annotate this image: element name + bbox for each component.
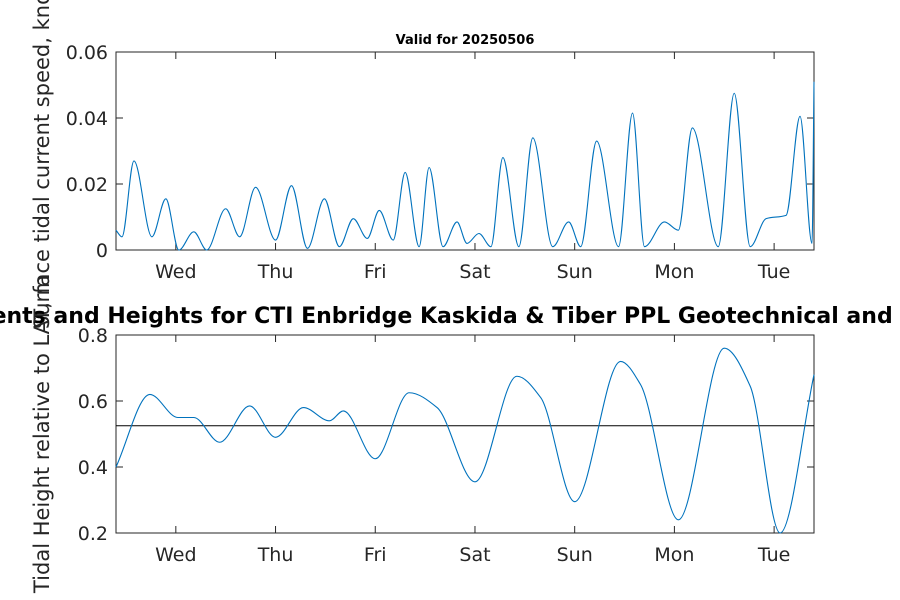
tidal-height-panel: Tidal Currents and Heights for CTI Enbri…	[0, 275, 900, 594]
current-plot-frame	[115, 51, 815, 251]
height-x-tick-label: Sun	[557, 544, 593, 566]
height-x-tick-label: Mon	[654, 544, 694, 566]
current-x-tick-label: Wed	[155, 261, 196, 283]
height-x-tick-label: Sat	[459, 544, 490, 566]
main-chart-title: Tidal Currents and Heights for CTI Enbri…	[0, 304, 900, 329]
current-x-ticks: Wed Thu Fri Sat Sun Mon Tue	[155, 52, 790, 283]
current-y-tick-label: 0	[96, 240, 108, 262]
height-y-ticks: 0.2 0.4 0.6 0.8	[78, 325, 814, 545]
height-y-tick-label: 0.8	[78, 325, 108, 347]
current-chart-title: Valid for 20250506	[396, 33, 535, 48]
height-x-tick-label: Wed	[155, 544, 196, 566]
current-x-tick-label: Fri	[364, 261, 387, 283]
height-y-axis-label: Tidal Height relative to LAT, m	[30, 275, 54, 594]
current-speed-line	[115, 81, 815, 251]
current-x-tick-label: Mon	[654, 261, 694, 283]
current-x-tick-label: Tue	[757, 261, 790, 283]
height-plot-frame	[115, 334, 815, 534]
height-y-tick-label: 0.2	[78, 523, 108, 545]
current-x-tick-label: Thu	[257, 261, 294, 283]
tidal-height-line	[115, 347, 815, 534]
current-y-ticks: 0 0.02 0.04 0.06	[66, 42, 814, 262]
height-x-ticks: Wed Thu Fri Sat Sun Mon Tue	[155, 335, 790, 566]
current-x-tick-label: Sun	[557, 261, 593, 283]
current-y-tick-label: 0.02	[66, 174, 108, 196]
current-y-tick-label: 0.06	[66, 42, 108, 64]
current-speed-panel: Valid for 20250506 0 0.02 0.04 0.06 Wed Thu F…	[30, 0, 815, 329]
current-y-tick-label: 0.04	[66, 108, 108, 130]
height-y-tick-label: 0.6	[78, 391, 108, 413]
height-y-tick-label: 0.4	[78, 457, 108, 479]
current-x-tick-label: Sat	[459, 261, 490, 283]
height-x-tick-label: Tue	[757, 544, 790, 566]
height-x-tick-label: Thu	[257, 544, 294, 566]
current-y-axis-label: Surface tidal current speed, knots	[30, 0, 54, 329]
height-x-tick-label: Fri	[364, 544, 387, 566]
